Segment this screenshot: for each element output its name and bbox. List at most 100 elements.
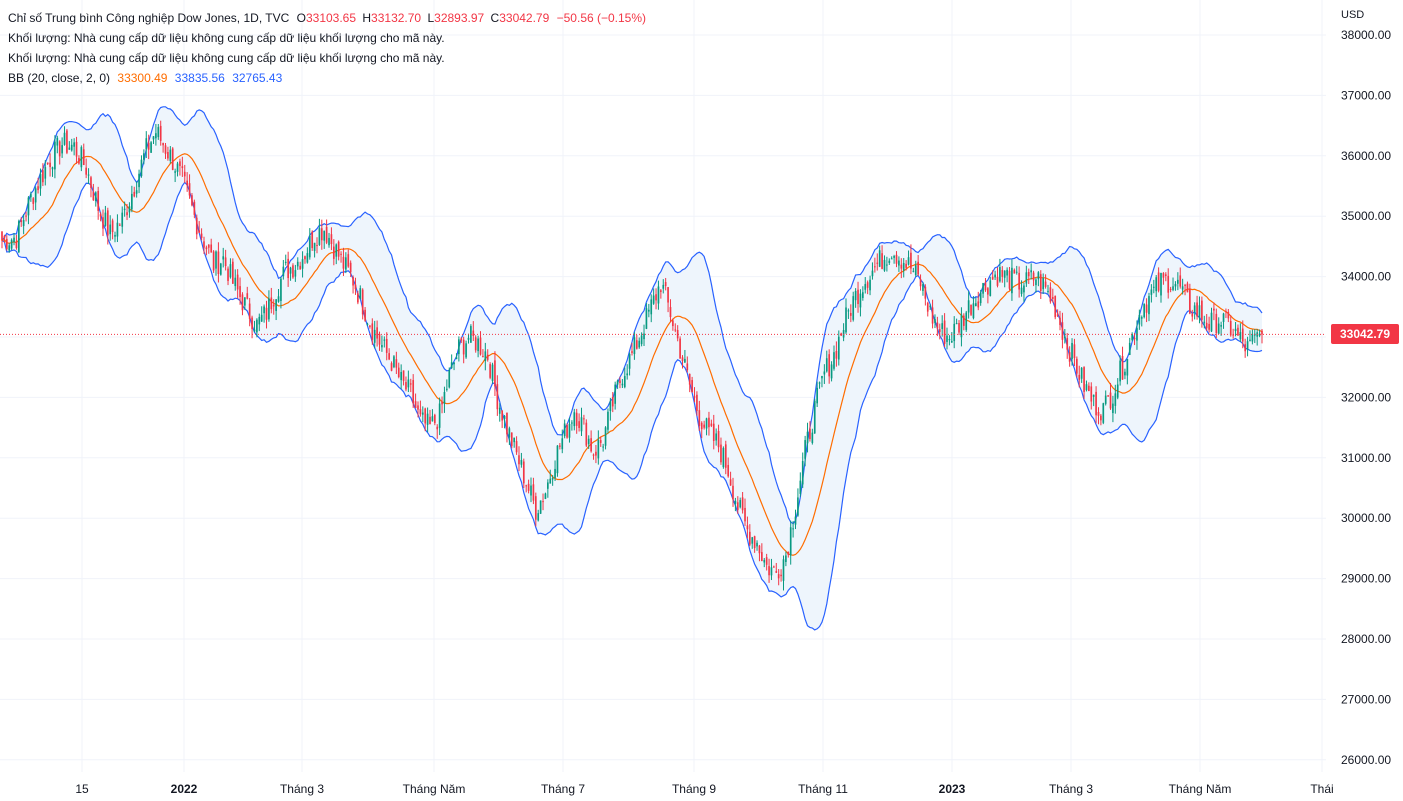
candle — [1145, 298, 1148, 323]
candle — [905, 260, 907, 271]
candle — [275, 298, 277, 321]
y-tick-label: 27000.00 — [1341, 692, 1391, 706]
candle — [1116, 378, 1119, 400]
candle — [578, 413, 580, 432]
candle — [1109, 382, 1112, 410]
symbol-legend-row: Chỉ số Trung bình Công nghiệp Dow Jones,… — [8, 8, 646, 28]
candle — [643, 324, 645, 346]
candle — [111, 218, 114, 240]
candle — [378, 331, 381, 351]
candle — [679, 336, 681, 359]
candle — [929, 304, 932, 311]
candle — [270, 287, 273, 314]
candle — [874, 257, 876, 273]
candle — [987, 286, 989, 304]
candle — [494, 351, 496, 397]
candle — [287, 251, 289, 287]
candle — [989, 276, 992, 297]
candle — [1234, 322, 1237, 337]
candle — [958, 320, 960, 336]
candle — [1128, 337, 1131, 356]
candle — [162, 142, 164, 153]
candle — [736, 496, 739, 514]
candle — [15, 234, 18, 250]
low-label: L — [427, 11, 435, 25]
candle — [477, 335, 479, 358]
candle — [30, 191, 32, 202]
candle — [994, 270, 996, 280]
candle — [1160, 272, 1162, 303]
candle — [1172, 277, 1174, 292]
candle — [611, 391, 614, 413]
candle — [282, 259, 285, 280]
candle — [953, 316, 956, 349]
candle — [381, 335, 383, 352]
candle — [566, 423, 568, 439]
candle — [441, 396, 443, 414]
candle — [436, 424, 439, 439]
candle — [1181, 278, 1184, 295]
candle — [1143, 303, 1146, 319]
candle — [397, 362, 400, 379]
candle — [1193, 302, 1196, 320]
y-tick-label: 34000.00 — [1341, 270, 1391, 284]
candle — [87, 168, 90, 185]
candle — [1227, 309, 1230, 323]
candle — [1205, 314, 1208, 331]
candle — [972, 296, 975, 320]
candle — [1023, 282, 1025, 302]
candle — [1071, 338, 1073, 366]
candle — [1112, 395, 1114, 423]
candle — [337, 240, 340, 261]
candle — [82, 143, 85, 166]
candle — [253, 320, 256, 333]
candle — [948, 335, 951, 346]
candle — [448, 367, 451, 389]
candle — [188, 174, 191, 199]
candle — [888, 258, 891, 265]
candle — [1124, 368, 1126, 380]
candle — [1047, 284, 1049, 294]
candle — [244, 297, 246, 310]
candle — [78, 155, 80, 165]
candle — [926, 301, 929, 317]
candle — [917, 254, 919, 276]
candle — [1176, 272, 1179, 291]
candle — [1164, 272, 1167, 282]
candle — [1239, 323, 1242, 342]
open-value: 33103.65 — [305, 11, 357, 25]
candle — [758, 544, 761, 562]
candle — [145, 131, 148, 159]
candle — [773, 565, 775, 568]
candle — [1201, 296, 1203, 328]
candle — [32, 197, 35, 211]
x-tick-label: Tháng 3 — [1049, 782, 1093, 796]
candle — [919, 274, 922, 291]
candle — [664, 277, 667, 291]
candle — [924, 284, 927, 306]
candle — [1184, 283, 1186, 296]
candle — [92, 183, 95, 201]
candle — [489, 362, 491, 380]
candle — [1006, 267, 1008, 283]
candle — [1237, 324, 1239, 336]
candle — [393, 355, 395, 369]
candle — [1049, 282, 1052, 304]
bollinger-lower-band — [1, 181, 1263, 631]
candle — [446, 379, 448, 392]
candle — [1092, 394, 1095, 407]
candle — [479, 331, 482, 356]
candle — [657, 280, 660, 310]
candle — [645, 302, 648, 330]
candle — [1179, 267, 1182, 289]
x-tick-label: 2022 — [171, 782, 198, 796]
candle — [780, 569, 782, 582]
candle — [597, 430, 600, 465]
close-label: C — [490, 11, 500, 25]
candle — [513, 437, 516, 448]
candle — [366, 322, 369, 326]
candle — [895, 251, 898, 268]
candle — [638, 337, 641, 349]
candle — [551, 475, 554, 486]
